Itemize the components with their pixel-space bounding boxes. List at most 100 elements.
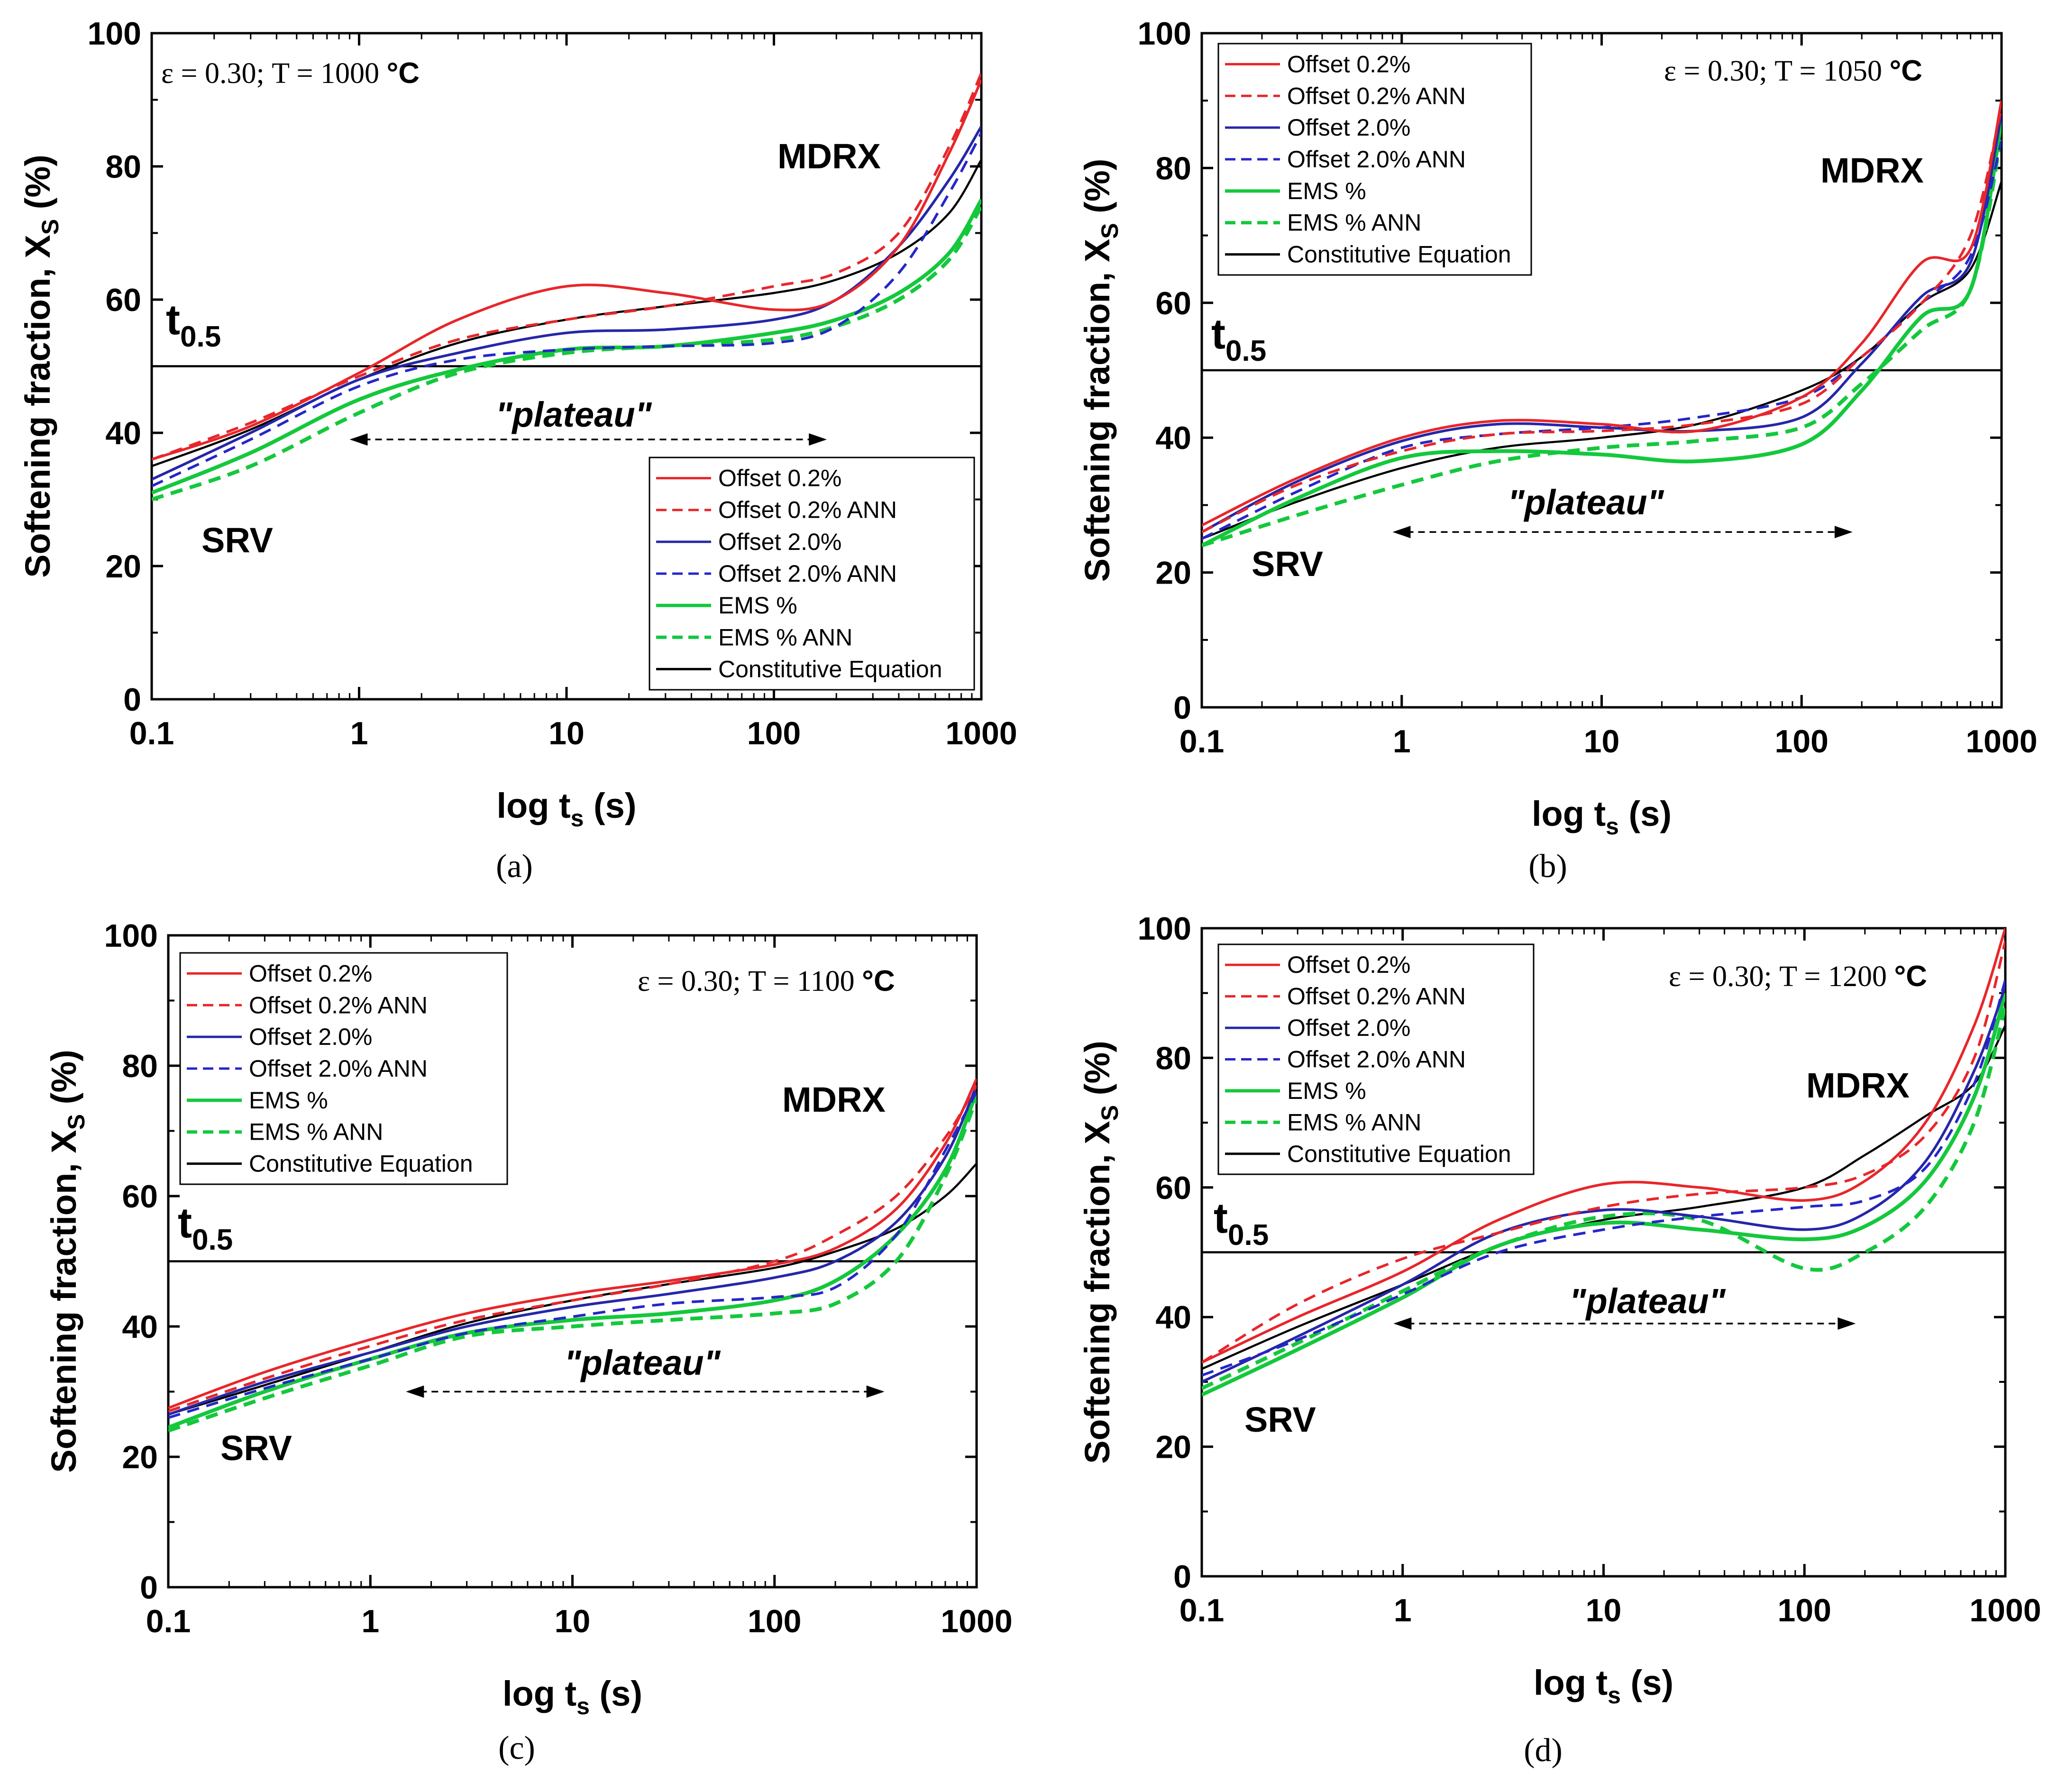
y-tick-label: 60	[105, 282, 141, 318]
legend-label: Offset 0.2%	[718, 465, 841, 492]
panel-title-unit: °C	[862, 965, 895, 997]
panel-title-main: ε = 0.30; T = 1100	[638, 965, 862, 997]
y-tick-label: 40	[105, 415, 141, 451]
y-tick-label: 0	[123, 682, 141, 718]
plateau-arrowhead-left	[1392, 526, 1411, 539]
panel-title: ε = 0.30; T = 1050 °C	[1664, 55, 1922, 87]
plateau-label: "plateau"	[495, 395, 652, 434]
y-axis-title: Softening fraction, XS (%)	[18, 155, 64, 578]
y-tick-label: 0	[140, 1570, 158, 1606]
y-axis-title-sub: S	[63, 1114, 90, 1130]
x-tick-label: 1	[361, 1603, 379, 1639]
y-tick-label: 40	[122, 1309, 158, 1345]
panel-title: ε = 0.30; T = 1200 °C	[1669, 960, 1927, 993]
y-axis-title-main: Softening fraction, X	[44, 1130, 83, 1473]
series-line-offset-2-0-ann	[1202, 979, 2005, 1377]
x-axis-title-main: log t	[497, 786, 571, 825]
legend-label: EMS %	[249, 1087, 328, 1114]
y-tick-label: 100	[1138, 16, 1191, 52]
plateau-arrowhead-right	[1837, 1317, 1856, 1330]
legend-box	[1217, 43, 1532, 276]
y-axis-title: Softening fraction, XS (%)	[1078, 1041, 1123, 1464]
plateau-arrowhead-right	[866, 1385, 885, 1398]
x-axis-title-sub: s	[1608, 1682, 1621, 1709]
x-tick-label: 0.1	[1179, 1592, 1225, 1628]
panel-title-main: ε = 0.30; T = 1000	[161, 57, 386, 90]
legend-label: Offset 0.2%	[249, 960, 372, 987]
panel-title-main: ε = 0.30; T = 1200	[1669, 960, 1894, 993]
y-axis-title-unit: (%)	[44, 1050, 83, 1114]
legend-label: EMS % ANN	[1287, 1109, 1421, 1135]
y-axis-title-sub: S	[1097, 223, 1123, 238]
y-tick-label: 40	[1155, 420, 1191, 456]
legend-label: Constitutive Equation	[1287, 1141, 1511, 1167]
series-line-offset-0-2-ann	[1202, 941, 2005, 1364]
y-tick-label: 20	[105, 549, 141, 585]
legend: Offset 0.2% Offset 0.2% ANN Offset 2.0% Off…	[1217, 943, 1535, 1175]
x-axis-title: log ts (s)	[497, 786, 637, 832]
x-axis-title-sub: s	[571, 805, 584, 832]
x-tick-label: 1	[350, 715, 368, 751]
t05-label: t0.5	[1214, 1195, 1269, 1252]
srv-label: SRV	[1252, 544, 1323, 584]
legend-label: Offset 0.2% ANN	[718, 497, 897, 523]
legend: Offset 0.2% Offset 0.2% ANN Offset 2.0% Off…	[179, 952, 508, 1185]
x-axis-title-unit: (s)	[1621, 1663, 1673, 1702]
legend-label: EMS %	[1287, 178, 1366, 204]
y-tick-label: 60	[1155, 285, 1191, 321]
panel-label: (a)	[496, 848, 533, 885]
plateau-arrowhead-left	[1393, 1317, 1412, 1330]
legend-label: Constitutive Equation	[1287, 241, 1511, 268]
y-tick-label: 60	[1155, 1170, 1191, 1206]
x-axis-title: log ts (s)	[503, 1674, 642, 1719]
srv-label: SRV	[201, 521, 273, 560]
series-line-offset-0-2	[168, 1078, 977, 1409]
y-axis-title-unit: (%)	[1078, 1041, 1117, 1105]
y-axis-title-unit: (%)	[18, 155, 57, 219]
panel-title-main: ε = 0.30; T = 1050	[1664, 55, 1889, 87]
t05-label-sub: 0.5	[1228, 1219, 1269, 1252]
t05-label-main: t	[178, 1199, 192, 1247]
legend-label: Offset 2.0% ANN	[1287, 146, 1466, 173]
panel-title: ε = 0.30; T = 1100 °C	[638, 965, 895, 997]
x-axis-title-sub: s	[576, 1693, 590, 1719]
x-tick-label: 1000	[945, 715, 1017, 751]
x-axis-title-unit: (s)	[1619, 794, 1672, 833]
x-axis-title-main: log t	[1534, 1663, 1608, 1702]
legend-label: Offset 0.2% ANN	[1287, 82, 1466, 109]
panel-title-unit: °C	[1889, 55, 1922, 87]
series-group	[168, 1078, 977, 1433]
legend-label: Offset 2.0%	[1287, 1015, 1410, 1041]
t05-label-main: t	[166, 296, 180, 344]
legend-label: EMS % ANN	[1287, 210, 1421, 236]
x-axis-title-sub: s	[1606, 813, 1619, 840]
legend-label: Constitutive Equation	[249, 1151, 473, 1177]
legend-label: Offset 2.0% ANN	[718, 560, 897, 587]
series-line-ems-ann	[168, 1097, 977, 1433]
plateau-arrowhead-left	[349, 433, 368, 446]
series-line-ems	[1202, 120, 2002, 548]
y-axis-title-main: Softening fraction, X	[1078, 239, 1117, 582]
y-tick-label: 20	[122, 1439, 158, 1475]
x-tick-label: 1000	[1969, 1592, 2041, 1628]
series-line-offset-0-2-ann	[168, 1084, 977, 1413]
plateau-arrowhead-left	[406, 1385, 424, 1398]
y-axis-title-sub: S	[1097, 1105, 1123, 1121]
legend-label: Offset 2.0%	[718, 529, 841, 555]
plateau-label: "plateau"	[1569, 1281, 1726, 1321]
mdrx-label: MDRX	[1806, 1066, 1910, 1105]
series-group	[1202, 928, 2005, 1397]
y-axis-title-main: Softening fraction, X	[18, 235, 57, 578]
panel-title: ε = 0.30; T = 1000 °C	[161, 57, 420, 90]
t05-label: t0.5	[166, 296, 221, 353]
legend: Offset 0.2% Offset 0.2% ANN Offset 2.0% Off…	[1217, 43, 1532, 276]
series-line-constitutive-equation	[168, 1162, 977, 1416]
mdrx-label: MDRX	[782, 1080, 886, 1119]
x-tick-label: 100	[747, 715, 801, 751]
y-tick-label: 80	[1155, 1040, 1191, 1076]
series-line-offset-2-0-ann	[1202, 140, 2002, 540]
legend-label: Offset 2.0%	[1287, 114, 1410, 141]
y-tick-label: 60	[122, 1179, 158, 1215]
t05-label-main: t	[1214, 1195, 1228, 1242]
t05-label: t0.5	[178, 1199, 233, 1256]
